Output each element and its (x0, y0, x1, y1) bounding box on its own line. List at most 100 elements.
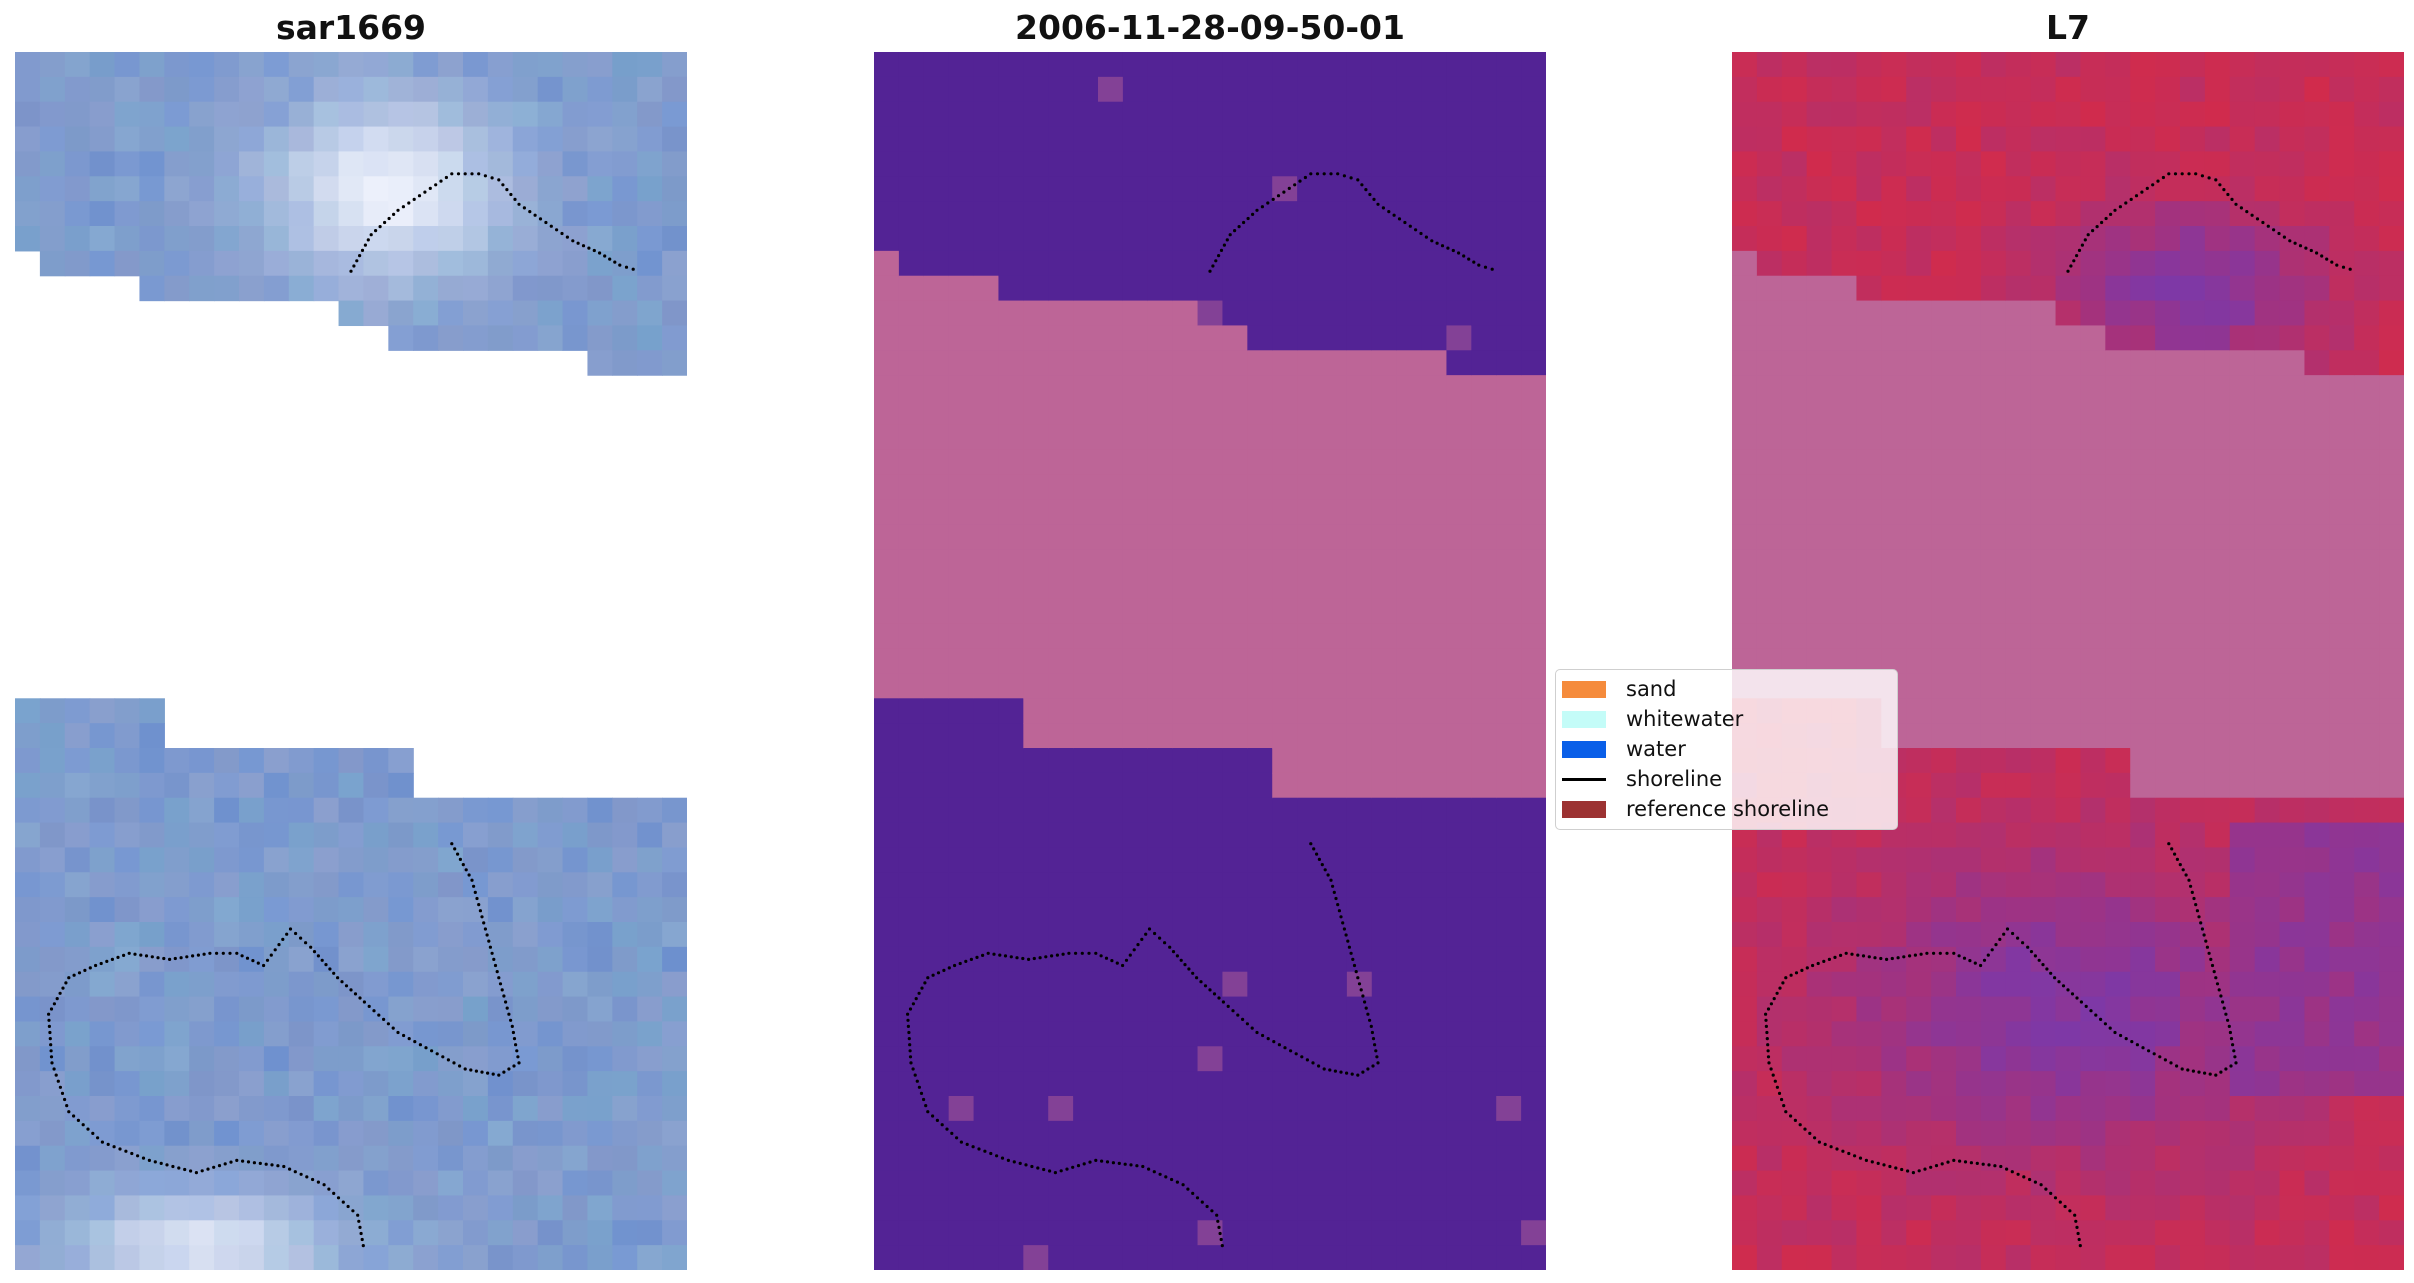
class-pixel (874, 822, 900, 849)
class-pixel (1421, 598, 1448, 625)
rgb-pixel (114, 151, 141, 177)
index-pixel (2030, 300, 2057, 327)
class-pixel (874, 996, 900, 1023)
class-pixel (1222, 1071, 1248, 1097)
shoreline-point-index-lower-195 (2053, 1196, 2058, 1200)
rgb-pixel (189, 897, 215, 923)
shoreline-point-class-lower-47 (1322, 1067, 1326, 1071)
index-pixel (2279, 822, 2306, 849)
shoreline-point-rgb-lower-21 (493, 963, 498, 968)
index-pixel (1756, 1220, 1783, 1246)
shoreline-point-rgb-upper-26 (470, 172, 474, 176)
rgb-pixel (263, 971, 290, 998)
index-pixel (2180, 1046, 2206, 1072)
index-pixel (2130, 698, 2156, 724)
class-pixel (1421, 723, 1448, 749)
shoreline-point-class-lower-126 (920, 986, 924, 990)
rgb-pixel (89, 748, 116, 774)
shoreline-point-index-upper-30 (2214, 178, 2218, 182)
shoreline-point-class-lower-27 (1363, 1000, 1367, 1004)
shoreline-point-rgb-lower-53 (430, 1049, 434, 1053)
class-pixel (1147, 201, 1174, 227)
class-pixel (874, 872, 900, 898)
index-pixel (2155, 1145, 2181, 1172)
index-pixel (1732, 574, 1758, 600)
shoreline-point-index-lower-162 (1864, 1158, 1868, 1162)
rgb-pixel (164, 872, 190, 898)
rgb-pixel (164, 1120, 190, 1147)
shoreline-point-rgb-upper-42 (555, 228, 559, 232)
index-pixel (2055, 151, 2082, 177)
rgb-pixel (139, 946, 165, 973)
class-pixel (1446, 971, 1472, 998)
index-pixel (1781, 524, 1808, 550)
rgb-pixel (64, 1170, 91, 1197)
class-pixel (1073, 176, 1099, 202)
index-pixel (1931, 574, 1957, 600)
index-pixel (2229, 872, 2256, 898)
rgb-pixel (89, 971, 116, 998)
index-pixel (1806, 201, 1833, 227)
class-pixel (1147, 1245, 1174, 1270)
class-pixel (1122, 350, 1149, 376)
index-pixel (2204, 623, 2231, 650)
class-pixel (1371, 524, 1398, 550)
shoreline-point-class-lower-202 (1218, 1231, 1222, 1236)
index-pixel (2204, 872, 2231, 898)
shoreline-point-class-lower-24 (1357, 982, 1362, 986)
class-pixel (1272, 201, 1298, 227)
class-pixel (1446, 201, 1472, 227)
class-pixel (1496, 1195, 1522, 1221)
shoreline-point-rgb-lower-186 (288, 1167, 292, 1171)
index-pixel (1906, 623, 1932, 650)
shoreline-point-index-lower-157 (1835, 1147, 1839, 1151)
class-pixel (1396, 151, 1423, 177)
shoreline-point-class-lower-39 (1366, 1067, 1370, 1071)
index-pixel (2229, 946, 2256, 973)
index-pixel (2329, 1096, 2355, 1122)
index-pixel (2354, 648, 2380, 675)
class-pixel (1322, 748, 1348, 774)
index-pixel (2030, 822, 2057, 849)
class-pixel (1073, 300, 1099, 327)
shoreline-point-class-lower-84 (1144, 932, 1148, 936)
rgb-pixel (15, 176, 41, 202)
rgb-pixel (388, 1096, 414, 1122)
index-pixel (1931, 698, 1957, 724)
rgb-pixel (587, 1245, 613, 1270)
class-pixel (874, 673, 900, 699)
index-pixel (2329, 126, 2355, 153)
shoreline-point-index-lower-196 (2058, 1200, 2062, 1204)
rgb-pixel (438, 300, 464, 327)
rgb-pixel (189, 275, 215, 302)
class-pixel (1172, 847, 1199, 873)
shoreline-point-class-upper-8 (1233, 229, 1237, 233)
index-pixel (2105, 250, 2131, 277)
class-pixel (1147, 300, 1174, 327)
class-pixel (1172, 1096, 1199, 1122)
class-pixel (1371, 574, 1398, 600)
shoreline-point-rgb-lower-58 (402, 1033, 406, 1038)
index-pixel (2329, 623, 2355, 650)
index-pixel (1881, 1071, 1907, 1097)
index-pixel (2180, 1245, 2206, 1270)
rgb-pixel (139, 201, 165, 227)
class-pixel (923, 375, 950, 401)
shoreline-point-index-lower-182 (1981, 1162, 1985, 1166)
index-pixel (2354, 723, 2380, 749)
index-pixel (2180, 325, 2206, 351)
index-pixel (2204, 574, 2231, 600)
shoreline-point-index-lower-49 (2169, 1061, 2173, 1065)
class-pixel (1371, 151, 1398, 177)
index-pixel (2105, 673, 2131, 699)
index-pixel (2155, 748, 2181, 774)
index-pixel (1806, 524, 1833, 550)
shoreline-point-class-upper-54 (1477, 263, 1481, 267)
rgb-pixel (15, 151, 41, 177)
index-pixel (2155, 922, 2181, 948)
class-pixel (1471, 126, 1497, 153)
class-pixel (998, 250, 1024, 277)
class-pixel (923, 176, 950, 202)
index-pixel (2105, 946, 2131, 973)
rgb-pixel (263, 201, 290, 227)
